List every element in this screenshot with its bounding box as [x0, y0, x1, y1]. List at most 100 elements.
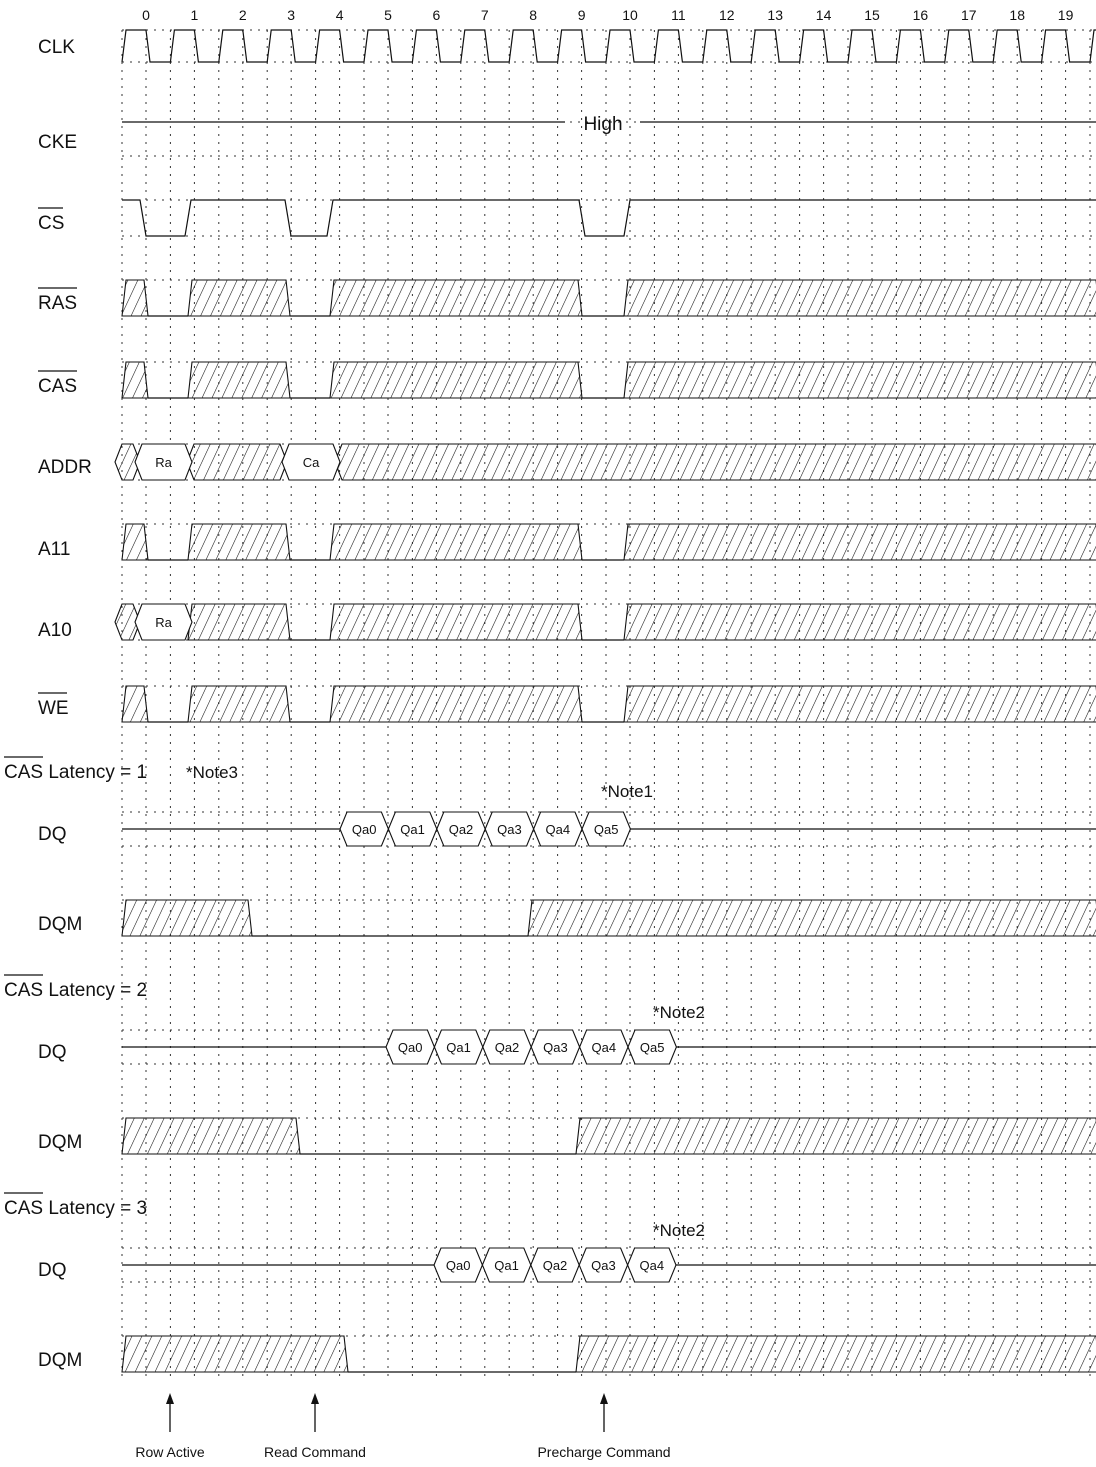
- cycle-number-7: 7: [481, 7, 489, 23]
- a10-dont-care: [187, 603, 291, 641]
- dqm-dont-care-1: [121, 899, 253, 937]
- cycle-number-12: 12: [719, 7, 735, 23]
- cycle-number-8: 8: [529, 7, 537, 23]
- dq-cell-qa0-text: Qa0: [398, 1040, 423, 1055]
- cas-dont-care: [187, 361, 291, 399]
- cycle-number-11: 11: [671, 7, 686, 23]
- dq-cell-qa1-text: Qa1: [446, 1040, 471, 1055]
- cycle-number-3: 3: [287, 7, 295, 23]
- a10-row-text: Ra: [155, 615, 172, 630]
- signal-label-cs: CS: [38, 213, 64, 234]
- addr-dont-care: [334, 443, 1096, 481]
- dq-cell-qa2-text: Qa2: [449, 822, 474, 837]
- addr-row-text: Ra: [155, 455, 172, 470]
- cke-level-label: High: [583, 114, 622, 135]
- signal-label-cke: CKE: [38, 132, 77, 153]
- waveforms: High: [114, 29, 1096, 1432]
- signal-label-a10: A10: [38, 620, 72, 641]
- dq-cell-qa5-text: Qa5: [594, 822, 619, 837]
- a10-dont-care: [329, 603, 583, 641]
- dqm-label-cl1: DQM: [38, 914, 82, 935]
- dqm-label-cl3: DQM: [38, 1350, 82, 1371]
- cycle-number-2: 2: [239, 7, 247, 23]
- a11-dont-care: [623, 523, 1096, 561]
- addr-dont-care: [186, 443, 288, 481]
- command-arrow-head: [311, 1393, 319, 1404]
- cycle-number-15: 15: [864, 7, 880, 23]
- signal-label-ras: RAS: [38, 293, 77, 314]
- a10-dont-care: [623, 603, 1096, 641]
- cas-dont-care: [623, 361, 1096, 399]
- dqm-label-cl2: DQM: [38, 1132, 82, 1153]
- cycle-number-14: 14: [816, 7, 832, 23]
- ras-dont-care: [329, 279, 583, 317]
- signal-label-addr: ADDR: [38, 457, 92, 478]
- dq-cell-qa4-text: Qa4: [546, 822, 571, 837]
- addr-col: [281, 443, 341, 481]
- time-grid: [121, 29, 1096, 1380]
- addr-row: [134, 443, 193, 481]
- dq-cell-qa3-text: Qa3: [497, 822, 522, 837]
- cycle-number-1: 1: [191, 7, 199, 23]
- signal-label-clk: CLK: [38, 37, 75, 58]
- dq-cell-qa4-text: Qa4: [640, 1258, 665, 1273]
- cycle-number-0: 0: [142, 7, 150, 23]
- dqm-dont-care-2: [575, 1117, 1096, 1155]
- cycle-number-4: 4: [336, 7, 344, 23]
- note2-cl3: *Note2: [653, 1221, 705, 1240]
- dq-cell-qa4: [627, 1247, 677, 1283]
- a11-dont-care: [187, 523, 291, 561]
- cycle-number-17: 17: [961, 7, 977, 23]
- cycle-number-10: 10: [622, 7, 638, 23]
- dq-cell-qa0-text: Qa0: [446, 1258, 471, 1273]
- dq-cell-qa2-text: Qa2: [543, 1258, 568, 1273]
- cas-dont-care: [329, 361, 583, 399]
- dq-cell-qa5-text: Qa5: [640, 1040, 665, 1055]
- command-arrow-head: [166, 1393, 174, 1404]
- cycle-number-19: 19: [1058, 7, 1074, 23]
- we-dont-care: [623, 685, 1096, 723]
- dqm-dont-care-3: [121, 1335, 349, 1373]
- cycle-number-13: 13: [767, 7, 783, 23]
- ras-dont-care: [187, 279, 291, 317]
- dq-cell-qa1-text: Qa1: [494, 1258, 519, 1273]
- dq-cell-qa4-text: Qa4: [592, 1040, 617, 1055]
- clock-cycle-numbers: 0 1 2 3 4 5 6 7 8 9 10 11 12 13 14 15 16 17 18 19: [142, 7, 1073, 23]
- cas-dont-care: [121, 361, 149, 399]
- cycle-number-5: 5: [384, 7, 392, 23]
- cas-latency-3-title: CAS Latency = 3: [4, 1198, 147, 1219]
- dqm-dont-care-3: [575, 1335, 1096, 1373]
- dq-cell-qa2-text: Qa2: [495, 1040, 520, 1055]
- dqm-dont-care-1: [527, 899, 1096, 937]
- signal-label-a11: A11: [38, 539, 70, 560]
- cs-waveform: [122, 199, 1096, 237]
- dqm-dont-care-2: [121, 1117, 301, 1155]
- cycle-number-16: 16: [913, 7, 929, 23]
- cas-latency-1-title: CAS Latency = 1: [4, 762, 147, 783]
- read-command-label: Read Command: [264, 1444, 366, 1460]
- a10-row: [134, 603, 193, 641]
- note1: *Note1: [601, 782, 653, 801]
- ras-dont-care: [623, 279, 1096, 317]
- clk-waveform: [121, 29, 1096, 63]
- cycle-number-18: 18: [1009, 7, 1025, 23]
- cas-latency-2-title: CAS Latency = 2: [4, 980, 147, 1001]
- cycle-number-6: 6: [433, 7, 441, 23]
- note2-cl2: *Note2: [653, 1003, 705, 1022]
- we-dont-care: [121, 685, 149, 723]
- dq-cell-qa1-text: Qa1: [400, 822, 425, 837]
- bus-values: Ra Ca Ra Qa0 Qa1 Qa2 Qa3 Qa4 Qa5 Qa0 Qa1 Qa2 Qa3 Qa4 Q…: [134, 443, 677, 1283]
- dq-cell-qa3-text: Qa3: [543, 1040, 568, 1055]
- row-active-label: Row Active: [135, 1444, 204, 1460]
- signal-label-cas: CAS: [38, 376, 77, 397]
- we-dont-care: [329, 685, 583, 723]
- signal-label-we: WE: [38, 698, 69, 719]
- a11-dont-care: [121, 523, 149, 561]
- a11-dont-care: [329, 523, 583, 561]
- dq-label-cl2: DQ: [38, 1042, 67, 1063]
- addr-col-text: Ca: [303, 455, 320, 470]
- ras-dont-care: [121, 279, 149, 317]
- dq-cell-qa5: [581, 811, 631, 847]
- dq-label-cl3: DQ: [38, 1260, 67, 1281]
